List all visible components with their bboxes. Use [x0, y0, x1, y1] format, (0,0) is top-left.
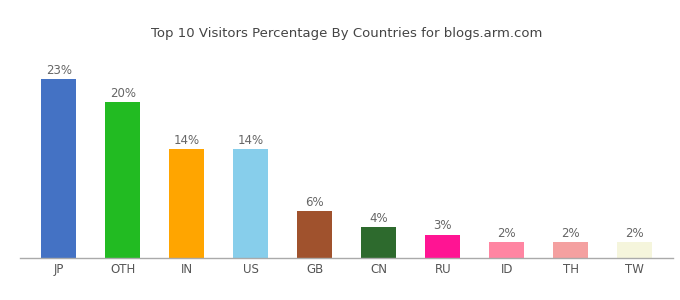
- Bar: [297, 211, 333, 258]
- Bar: [425, 235, 460, 258]
- Text: 20%: 20%: [109, 87, 136, 100]
- Text: 23%: 23%: [46, 64, 72, 77]
- Bar: [554, 242, 588, 258]
- Bar: [617, 242, 652, 258]
- Text: 4%: 4%: [369, 212, 388, 225]
- Title: Top 10 Visitors Percentage By Countries for blogs.arm.com: Top 10 Visitors Percentage By Countries …: [151, 27, 543, 40]
- Text: 14%: 14%: [173, 134, 200, 147]
- Bar: [41, 79, 76, 258]
- Text: 6%: 6%: [305, 196, 324, 209]
- Text: 3%: 3%: [434, 219, 452, 232]
- Bar: [169, 149, 205, 258]
- Bar: [489, 242, 524, 258]
- Bar: [233, 149, 269, 258]
- Bar: [361, 227, 396, 258]
- Text: 14%: 14%: [238, 134, 264, 147]
- Text: 2%: 2%: [562, 227, 580, 240]
- Bar: [105, 102, 140, 258]
- Text: 2%: 2%: [498, 227, 516, 240]
- Text: 2%: 2%: [626, 227, 644, 240]
